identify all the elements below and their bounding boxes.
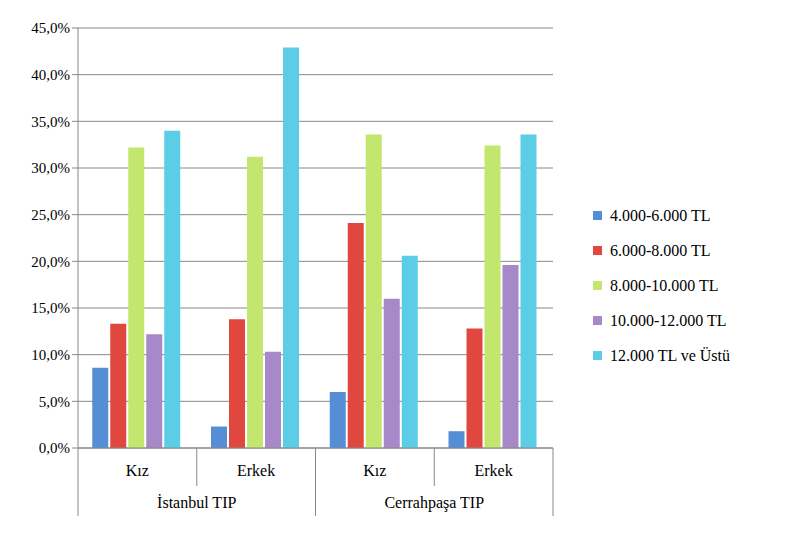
svg-text:İstanbul TIP: İstanbul TIP [157,494,236,511]
svg-text:0,0%: 0,0% [39,440,70,456]
svg-text:40,0%: 40,0% [31,67,70,83]
svg-text:Kız: Kız [126,462,149,479]
html-text:6.000-8.000 TL: 6.000-8.000 TL [610,241,711,259]
svg-text:5,0%: 5,0% [39,394,70,410]
svg-text:30,0%: 30,0% [31,160,70,176]
svg-text:45,0%: 45,0% [31,20,70,36]
svg-text:10,0%: 10,0% [31,347,70,363]
svg-text:Kız: Kız [363,462,386,479]
html-text:8.000-10.000 TL: 8.000-10.000 TL [610,276,719,294]
svg-text:Cerrahpaşa TIP: Cerrahpaşa TIP [384,494,484,512]
html-text:12.000 TL ve Üstü: 12.000 TL ve Üstü [610,346,730,364]
svg-text:Erkek: Erkek [475,462,513,479]
svg-text:15,0%: 15,0% [31,300,70,316]
svg-text:35,0%: 35,0% [31,114,70,130]
html-text:4.000-6.000 TL: 4.000-6.000 TL [610,206,711,224]
svg-text:20,0%: 20,0% [31,254,70,270]
svg-text:25,0%: 25,0% [31,207,70,223]
html-text:10.000-12.000 TL: 10.000-12.000 TL [610,311,727,329]
svg-text:Erkek: Erkek [237,462,275,479]
